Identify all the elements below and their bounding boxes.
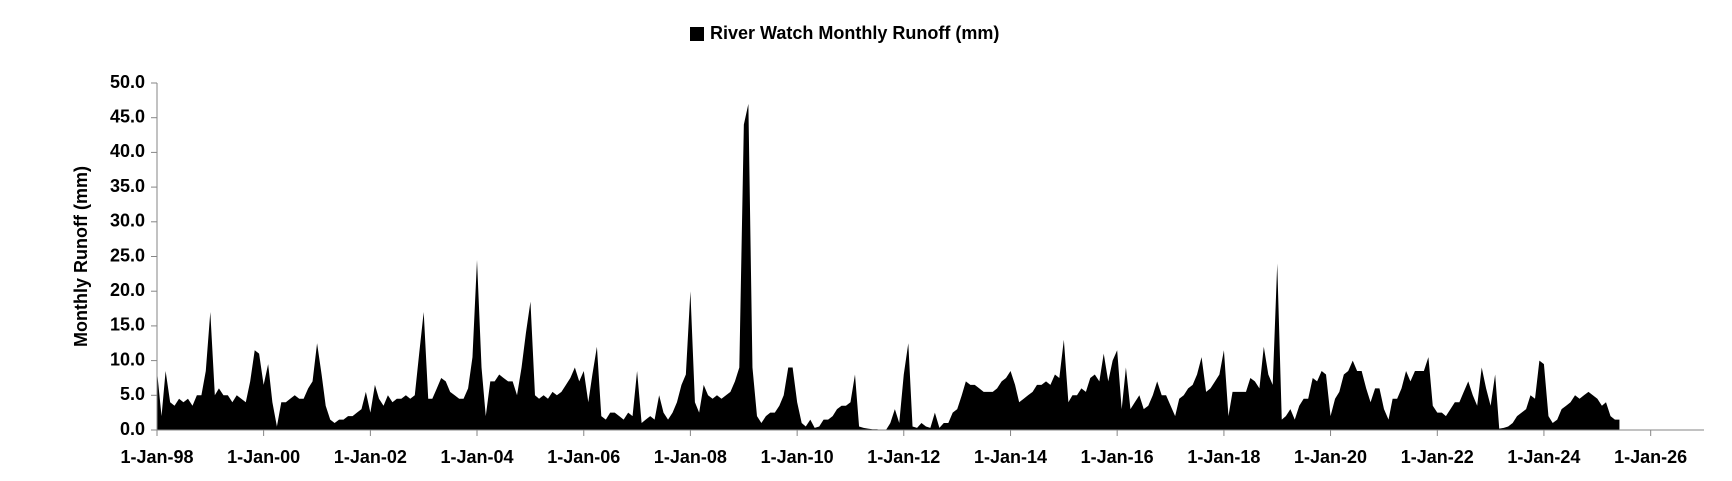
x-tick-label: 1-Jan-22 [1401, 447, 1474, 467]
area [157, 103, 1620, 430]
x-tick-label: 1-Jan-24 [1507, 447, 1580, 467]
x-tick-label: 1-Jan-14 [974, 447, 1047, 467]
y-tick-label: 30.0 [110, 211, 145, 231]
legend-label: River Watch Monthly Runoff (mm) [710, 23, 999, 43]
x-tick-label: 1-Jan-26 [1614, 447, 1687, 467]
y-tick-label: 45.0 [110, 106, 145, 126]
y-tick-label: 40.0 [110, 141, 145, 161]
y-tick-label: 20.0 [110, 280, 145, 300]
x-tick-label: 1-Jan-18 [1187, 447, 1260, 467]
y-tick-label: 25.0 [110, 245, 145, 265]
y-tick-label: 10.0 [110, 349, 145, 369]
x-tick-label: 1-Jan-04 [440, 447, 513, 467]
legend-swatch [690, 27, 704, 41]
x-tick-label: 1-Jan-00 [227, 447, 300, 467]
x-tick-label: 1-Jan-16 [1081, 447, 1154, 467]
x-tick-label: 1-Jan-98 [120, 447, 193, 467]
x-tick-label: 1-Jan-08 [654, 447, 727, 467]
y-tick-label: 50.0 [110, 72, 145, 92]
x-tick-label: 1-Jan-12 [867, 447, 940, 467]
y-axis-label: Monthly Runoff (mm) [71, 166, 91, 347]
x-tick-label: 1-Jan-20 [1294, 447, 1367, 467]
y-tick-label: 35.0 [110, 176, 145, 196]
x-tick-label: 1-Jan-10 [761, 447, 834, 467]
y-tick-label: 0.0 [120, 419, 145, 439]
x-tick-label: 1-Jan-02 [334, 447, 407, 467]
x-tick-label: 1-Jan-06 [547, 447, 620, 467]
y-tick-label: 5.0 [120, 384, 145, 404]
y-tick-label: 15.0 [110, 315, 145, 335]
